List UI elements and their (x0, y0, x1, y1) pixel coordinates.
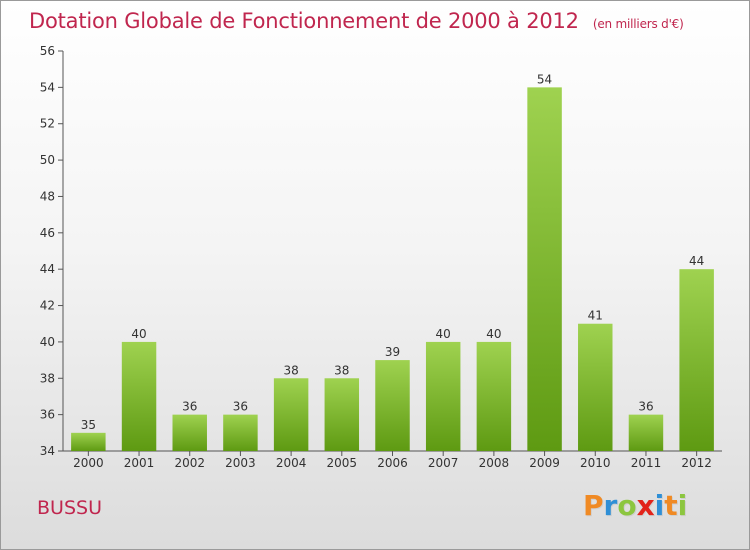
bar (172, 414, 207, 451)
x-tick-label: 2012 (681, 456, 712, 470)
y-tick-label: 46 (40, 226, 55, 240)
bar (121, 341, 157, 451)
y-tick-label: 38 (40, 371, 55, 385)
bar-value-label: 40 (436, 327, 451, 341)
y-tick-label: 44 (40, 262, 55, 276)
bar (71, 432, 106, 451)
y-tick-label: 40 (40, 335, 55, 349)
y-tick-label: 56 (40, 44, 55, 58)
x-tick-label: 2004 (276, 456, 307, 470)
proxiti-logo[interactable]: Proxiti (583, 489, 687, 522)
bar (476, 341, 512, 451)
bar-value-label: 36 (233, 400, 248, 414)
logo-letter: x (636, 489, 655, 522)
bar (527, 87, 562, 451)
y-tick-label: 42 (40, 299, 55, 313)
chart-unit: (en milliers d'€) (592, 17, 684, 31)
commune-name: BUSSU (37, 497, 102, 519)
logo-letter: t (664, 489, 678, 522)
bar-value-label: 40 (486, 327, 501, 341)
bar-value-label: 38 (334, 363, 349, 377)
bar-value-label: 54 (537, 72, 552, 86)
bar-value-label: 35 (81, 418, 96, 432)
bar-value-label: 36 (182, 400, 197, 414)
logo-letter: r (603, 489, 618, 522)
y-tick-label: 52 (40, 117, 55, 131)
x-tick-label: 2003 (225, 456, 256, 470)
y-tick-label: 36 (40, 408, 55, 422)
y-tick-label: 50 (40, 153, 55, 167)
bar-value-label: 44 (689, 254, 704, 268)
bar (273, 378, 309, 451)
bar-value-label: 40 (131, 327, 146, 341)
x-tick-label: 2006 (377, 456, 408, 470)
x-tick-label: 2008 (479, 456, 510, 470)
logo-letter: o (617, 489, 637, 522)
chart-title-text: Dotation Globale de Fonctionnement de 20… (29, 9, 579, 33)
y-tick-label: 48 (40, 189, 55, 203)
y-tick-label: 54 (40, 80, 55, 94)
logo-letter: i (677, 489, 688, 522)
bar (679, 269, 714, 451)
bar-value-label: 36 (638, 400, 653, 414)
x-tick-label: 2000 (73, 456, 104, 470)
bar (324, 378, 360, 451)
chart-title: Dotation Globale de Fonctionnement de 20… (29, 9, 684, 33)
bar (375, 360, 410, 451)
x-tick-label: 2005 (327, 456, 358, 470)
logo-letter: P (583, 489, 604, 522)
bar (425, 341, 461, 451)
bar-value-label: 41 (588, 309, 603, 323)
bar-value-label: 38 (283, 363, 298, 377)
bar (628, 414, 664, 451)
bar (223, 414, 258, 451)
x-tick-label: 2009 (529, 456, 560, 470)
x-tick-label: 2011 (631, 456, 662, 470)
y-tick-label: 34 (40, 444, 55, 458)
x-tick-label: 2001 (124, 456, 155, 470)
x-tick-label: 2010 (580, 456, 611, 470)
x-tick-label: 2007 (428, 456, 459, 470)
bar (578, 323, 613, 451)
logo-letter: i (654, 489, 665, 522)
x-tick-label: 2002 (174, 456, 205, 470)
bar-value-label: 39 (385, 345, 400, 359)
